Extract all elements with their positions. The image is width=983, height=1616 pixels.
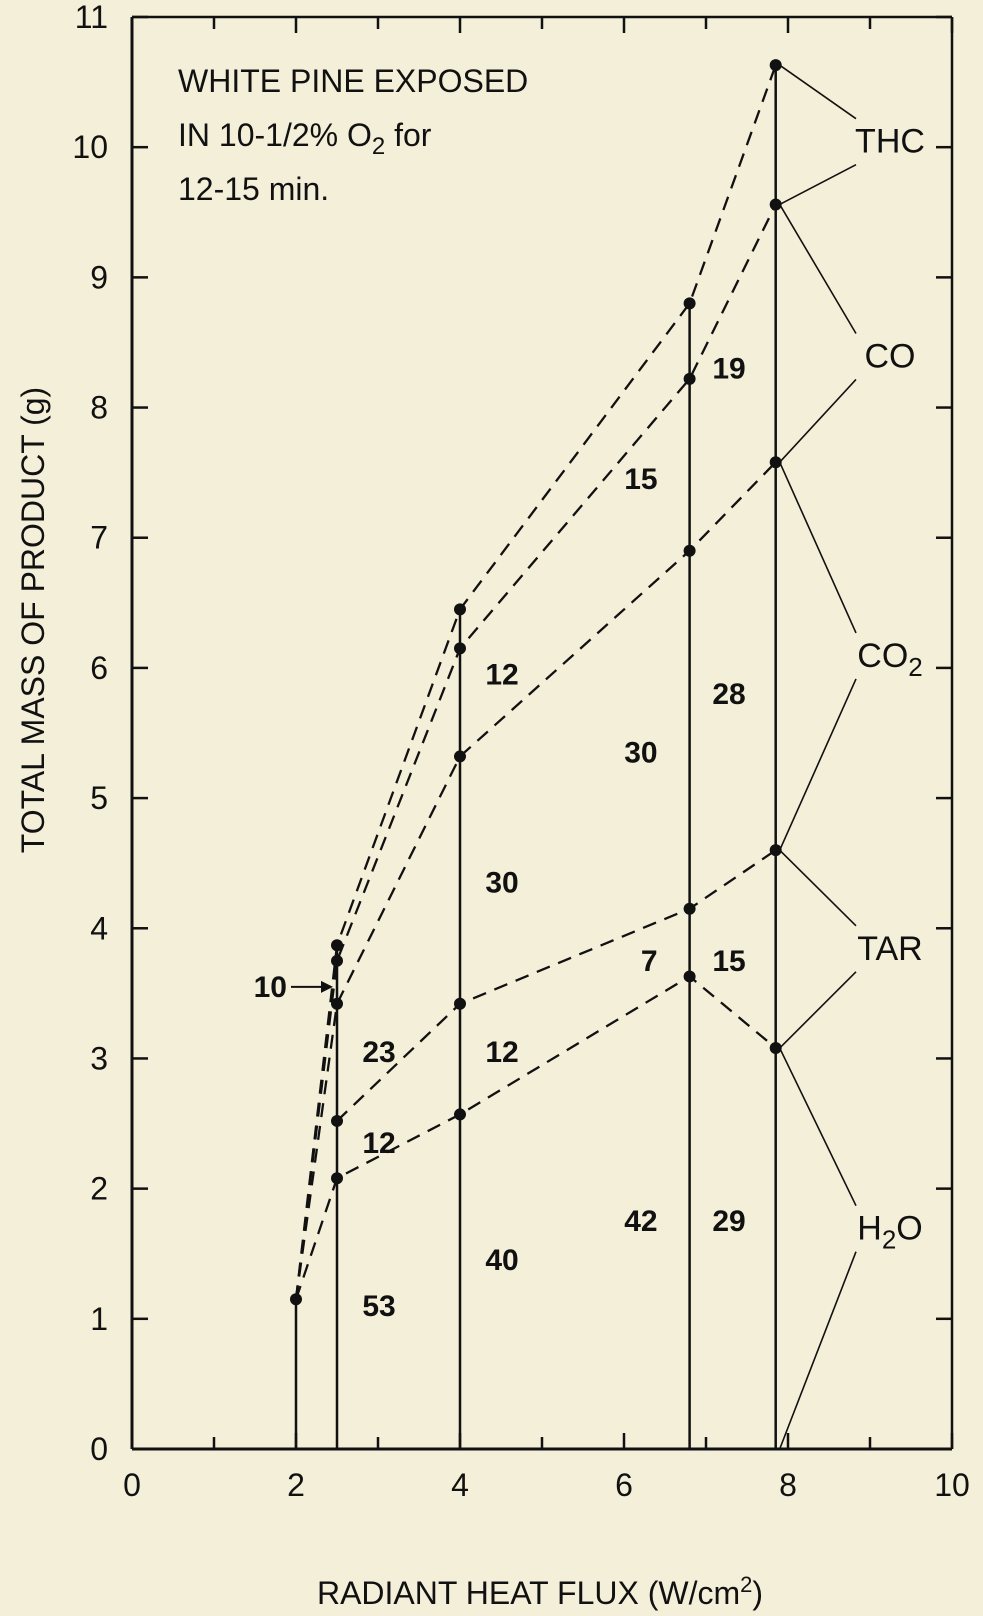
segment-label: 15	[712, 945, 745, 978]
y-tick-label: 2	[90, 1171, 108, 1207]
segment-labels: 53 12 23 10 40 12 30 12 42 7 30 15 29 15 28 19	[254, 352, 746, 1322]
point-co2	[454, 750, 466, 763]
series-lines	[294, 64, 777, 1300]
segment-label: 40	[485, 1244, 518, 1277]
segment-label: 12	[362, 1127, 395, 1160]
plot-frame	[130, 15, 954, 1451]
leader-line	[778, 1251, 857, 1450]
y-axis-label: TOTAL MASS OF PRODUCT (g)	[15, 387, 51, 853]
species-labels: THC CO CO2 TAR H2O	[855, 123, 925, 1255]
y-tick-label: 1	[90, 1301, 108, 1337]
y-tick-label: 9	[90, 259, 108, 295]
species-label-h2: H2O	[857, 1210, 922, 1255]
data-points	[290, 59, 782, 1306]
y-tick-label: 5	[90, 780, 108, 816]
segment-label: 12	[485, 1036, 518, 1069]
axis-ticks	[130, 15, 954, 1451]
segment-label: 19	[712, 352, 745, 385]
chart-title-line-1: WHITE PINE EXPOSED	[178, 63, 528, 99]
point-co	[331, 954, 343, 967]
segment-label: 28	[712, 678, 745, 711]
x-tick-label: 2	[287, 1467, 305, 1503]
stack-columns	[294, 65, 777, 1449]
chart-title-line-3: 12-15 min.	[178, 171, 329, 207]
segment-label: 10	[254, 971, 287, 1004]
species-label-co: CO	[865, 337, 916, 375]
segment-label: 7	[641, 945, 658, 978]
leader-line	[779, 64, 857, 120]
arrow-head	[321, 980, 333, 993]
x-tick-label: 4	[451, 1467, 469, 1503]
point-co	[769, 198, 782, 211]
x-tick-label: 6	[615, 1467, 633, 1503]
point-h2o	[683, 970, 696, 983]
series-line-co2	[294, 461, 777, 1300]
x-axis-label: RADIANT HEAT FLUX (W/cm2)	[317, 1572, 763, 1611]
segment-label: 30	[624, 737, 657, 770]
segment-label: 42	[624, 1205, 657, 1238]
x-tick-label: 8	[779, 1467, 797, 1503]
point-tar	[683, 902, 696, 915]
series-line-thc	[294, 64, 777, 1300]
y-tick-label: 11	[75, 0, 108, 35]
point-co	[454, 642, 466, 655]
y-tick-label: 6	[90, 650, 108, 686]
segment-label: 23	[362, 1036, 395, 1069]
point-h2o	[769, 1042, 782, 1055]
point-co	[683, 372, 696, 385]
leader-line	[779, 849, 857, 927]
x-tick-label: 0	[123, 1467, 141, 1503]
point-h2o	[331, 1172, 343, 1185]
y-tick-label: 4	[90, 910, 108, 946]
y-tick-label: 8	[90, 390, 108, 426]
segment-label: 30	[485, 867, 518, 900]
point-thc	[769, 59, 782, 72]
leader-line	[778, 461, 857, 634]
y-tick-label: 7	[90, 520, 108, 556]
point-h2o	[454, 1108, 466, 1121]
point-thc	[683, 297, 696, 310]
leader-line	[778, 1047, 857, 1207]
point-h2o	[290, 1293, 302, 1306]
y-tick-label: 0	[90, 1431, 108, 1467]
point-co2	[769, 456, 782, 469]
point-co2	[683, 544, 696, 557]
x-tick-label: 10	[934, 1467, 970, 1503]
point-thc	[454, 603, 466, 616]
point-tar	[331, 1114, 343, 1127]
segment-label: 29	[712, 1205, 745, 1238]
species-label-thc: THC	[855, 123, 925, 161]
y-tick-label: 3	[90, 1040, 108, 1076]
leader-line	[779, 378, 857, 463]
y-tick-label: 10	[72, 129, 108, 165]
point-tar	[769, 844, 782, 857]
series-line-tar	[336, 849, 777, 1122]
species-label-tar: TAR	[857, 930, 922, 968]
leader-line	[778, 678, 857, 851]
leader-line	[779, 971, 857, 1049]
point-tar	[454, 997, 466, 1010]
segment-label: 12	[485, 658, 518, 691]
species-label-co2: CO2	[857, 637, 922, 682]
point-co2	[331, 997, 343, 1010]
segment-label: 15	[624, 463, 657, 496]
leader-lines	[778, 64, 857, 1450]
leader-line	[779, 204, 857, 334]
segment-label: 53	[362, 1290, 395, 1323]
point-thc	[331, 939, 343, 952]
leader-line	[779, 163, 857, 206]
chart-title-line-2: IN 10-1/2% O2 for	[178, 117, 432, 160]
